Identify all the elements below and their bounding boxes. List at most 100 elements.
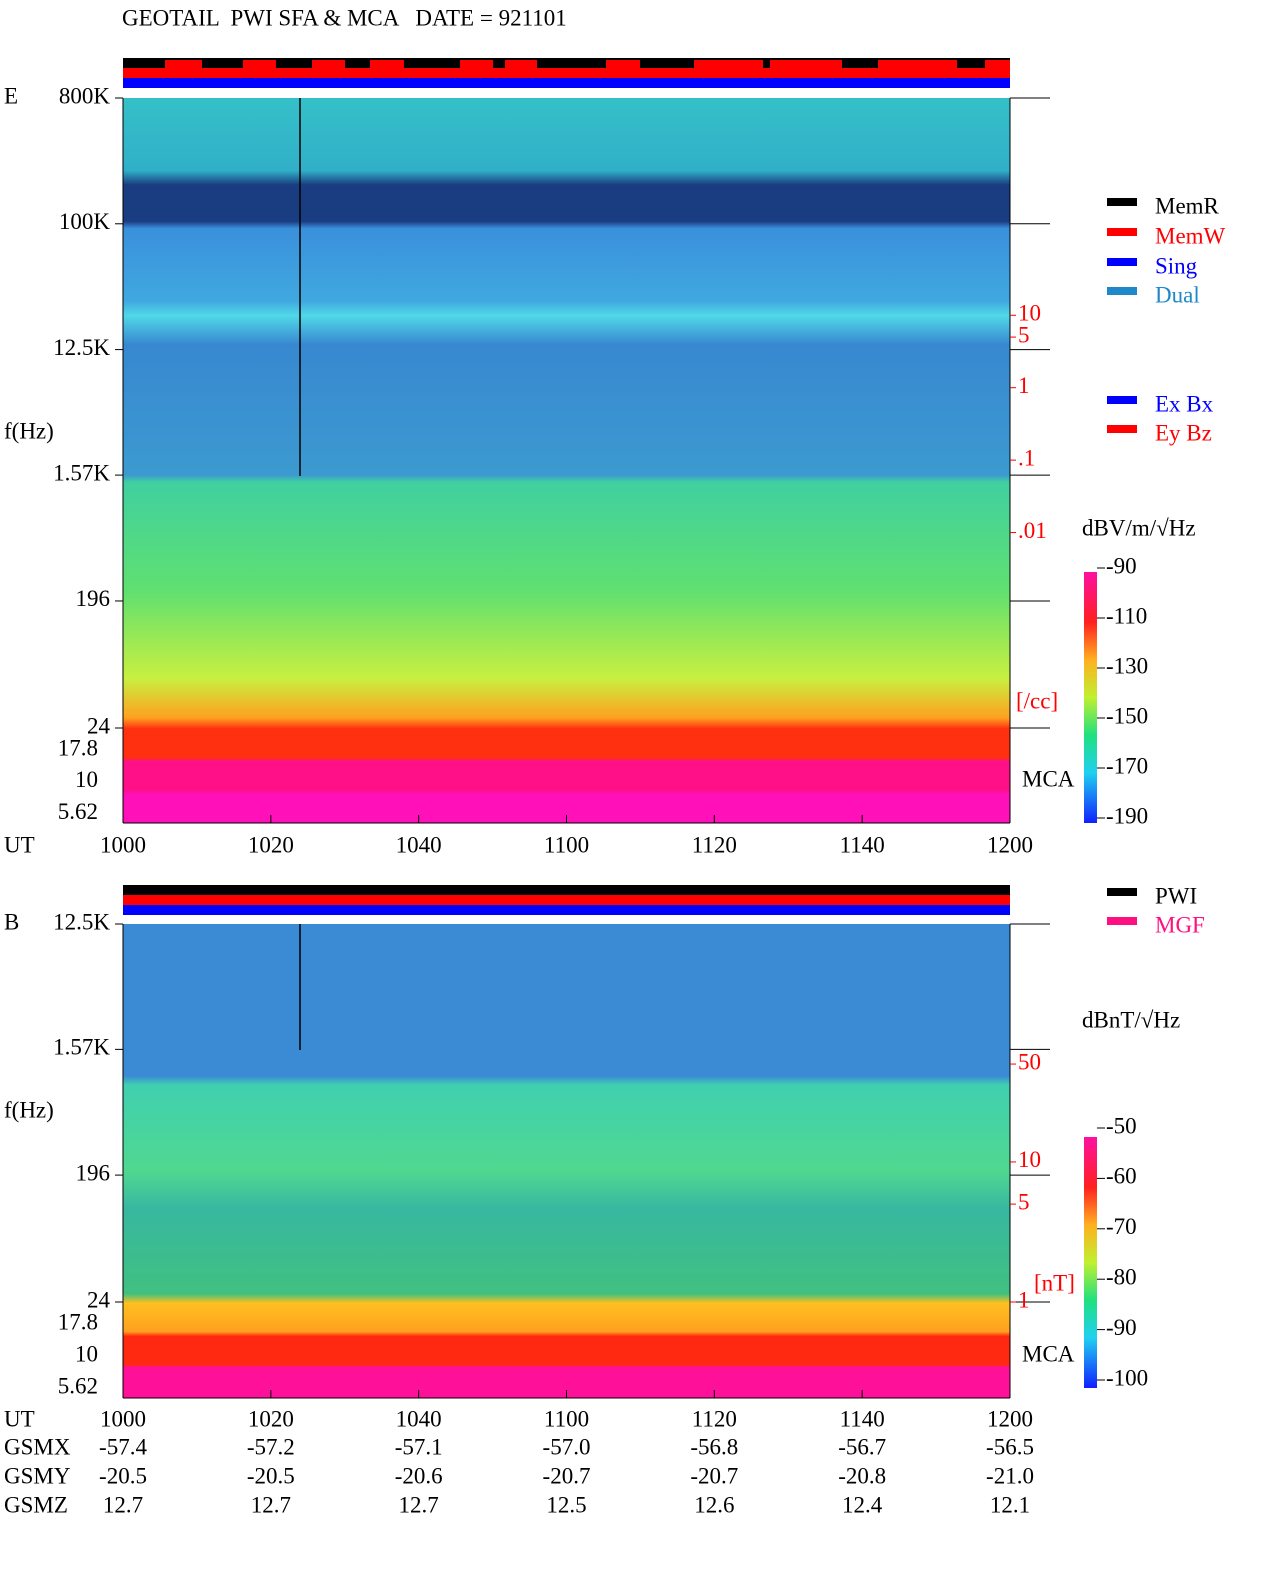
x-tick-label: 1200	[987, 832, 1033, 857]
colorbar	[1084, 572, 1097, 823]
x-tick-label: 1140	[840, 1406, 885, 1431]
x-tick-label: 1200	[987, 1406, 1033, 1431]
y2-axis-label: [nT]	[1034, 1270, 1075, 1295]
colorbar-tick-label: -170	[1106, 753, 1148, 778]
orbit-value: -20.5	[247, 1463, 295, 1488]
status-bar	[123, 78, 1010, 88]
colorbar-tick-label: -50	[1106, 1113, 1137, 1138]
status-bar	[123, 895, 1010, 905]
orbit-value: 12.1	[990, 1492, 1030, 1517]
legend-label: Ey Bz	[1155, 420, 1212, 445]
mca-tick-label: 5.62	[58, 1374, 98, 1399]
y-axis-label: f(Hz)	[4, 1097, 54, 1122]
status-segment	[606, 60, 640, 68]
y2-tick-label: .01	[1018, 518, 1047, 543]
orbit-value: -20.6	[395, 1463, 443, 1488]
legend-swatch	[1107, 228, 1137, 236]
y-tick-label: 24	[87, 1287, 111, 1312]
legend-label: MGF	[1155, 912, 1205, 937]
status-segment	[460, 60, 493, 68]
orbit-value: 12.7	[399, 1492, 439, 1517]
y2-tick-label: 5	[1018, 1189, 1030, 1214]
mca-tick-label: 10	[75, 767, 98, 792]
colorbar-label: dBV/m/√Hz	[1082, 515, 1196, 540]
y-tick-label: 12.5K	[53, 909, 110, 934]
orbit-label: GSMZ	[4, 1492, 68, 1517]
colorbar-tick-label: -150	[1106, 703, 1148, 728]
status-segment	[985, 60, 1010, 68]
y2-tick-label: 1	[1018, 1287, 1030, 1312]
x-tick-label: 1140	[840, 832, 885, 857]
colorbar-tick-label: -90	[1106, 553, 1137, 578]
legend-swatch	[1107, 888, 1137, 896]
legend-swatch	[1107, 287, 1137, 295]
orbit-value: -20.7	[690, 1463, 738, 1488]
status-bar	[123, 58, 1010, 68]
colorbar-label: dBnT/√Hz	[1082, 1007, 1180, 1032]
mca-tick-label: 5.62	[58, 799, 98, 824]
orbit-value: 12.5	[546, 1492, 586, 1517]
orbit-value: -57.1	[395, 1434, 443, 1459]
orbit-value: 12.4	[842, 1492, 883, 1517]
status-segment	[694, 60, 763, 68]
y-tick-label: 24	[87, 713, 111, 738]
legend-swatch	[1107, 917, 1137, 925]
y2-tick-label: 10	[1018, 1147, 1041, 1172]
y2-tick-label: .1	[1018, 445, 1035, 470]
orbit-value: -20.5	[99, 1463, 147, 1488]
y2-tick-label: 1	[1018, 373, 1030, 398]
orbit-value: -56.7	[838, 1434, 886, 1459]
status-segment	[312, 60, 345, 68]
legend-label: MemR	[1155, 193, 1220, 218]
colorbar-tick-label: -60	[1106, 1164, 1137, 1189]
x-tick-label: 1040	[396, 1406, 442, 1431]
x-tick-label: 1100	[544, 1406, 589, 1431]
status-segment	[770, 60, 842, 68]
orbit-value: -21.0	[986, 1463, 1034, 1488]
legend-swatch	[1107, 258, 1137, 266]
chart-title: GEOTAIL PWI SFA & MCA DATE = 921101	[122, 5, 567, 30]
status-segment	[370, 60, 404, 68]
orbit-label: GSMY	[4, 1463, 71, 1488]
y-tick-label: 100K	[59, 209, 111, 234]
y2-axis-label: [/cc]	[1016, 688, 1058, 713]
component-label: E	[4, 83, 18, 108]
component-label: B	[4, 909, 19, 934]
orbit-value: 12.7	[251, 1492, 291, 1517]
colorbar-tick-label: -90	[1106, 1315, 1137, 1340]
orbit-value: -56.5	[986, 1434, 1034, 1459]
colorbar-tick-label: -190	[1106, 803, 1148, 828]
legend-label: PWI	[1155, 883, 1197, 908]
colorbar-tick-label: -110	[1106, 603, 1147, 628]
status-segment	[165, 60, 202, 68]
mca-tick-label: 17.8	[58, 735, 98, 760]
y-tick-label: 1.57K	[53, 1035, 110, 1060]
status-segment	[243, 60, 276, 68]
status-bar	[123, 905, 1010, 915]
legend-label: Ex Bx	[1155, 391, 1214, 416]
x-axis-label: UT	[4, 1406, 35, 1431]
y-tick-label: 196	[76, 586, 111, 611]
y-tick-label: 12.5K	[53, 335, 110, 360]
orbit-value: 12.7	[103, 1492, 143, 1517]
y2-tick-label: 5	[1018, 322, 1030, 347]
y2-tick-label: 10	[1018, 301, 1041, 326]
legend-label: Dual	[1155, 282, 1200, 307]
colorbar-tick-label: -70	[1106, 1214, 1137, 1239]
mca-tick-label: 17.8	[58, 1310, 98, 1335]
legend-swatch	[1107, 198, 1137, 206]
mca-label: MCA	[1022, 766, 1075, 791]
status-bar	[123, 885, 1010, 895]
legend-swatch	[1107, 425, 1137, 433]
x-tick-label: 1100	[544, 832, 589, 857]
spectrogram	[123, 98, 1010, 823]
orbit-value: 12.6	[694, 1492, 734, 1517]
status-bar	[123, 68, 1010, 78]
colorbar-tick-label: -100	[1106, 1365, 1148, 1390]
orbit-value: -20.8	[838, 1463, 886, 1488]
y-tick-label: 800K	[59, 83, 111, 108]
status-segment	[505, 60, 537, 68]
spectrogram	[123, 924, 1010, 1398]
legend-label: MemW	[1155, 223, 1226, 248]
